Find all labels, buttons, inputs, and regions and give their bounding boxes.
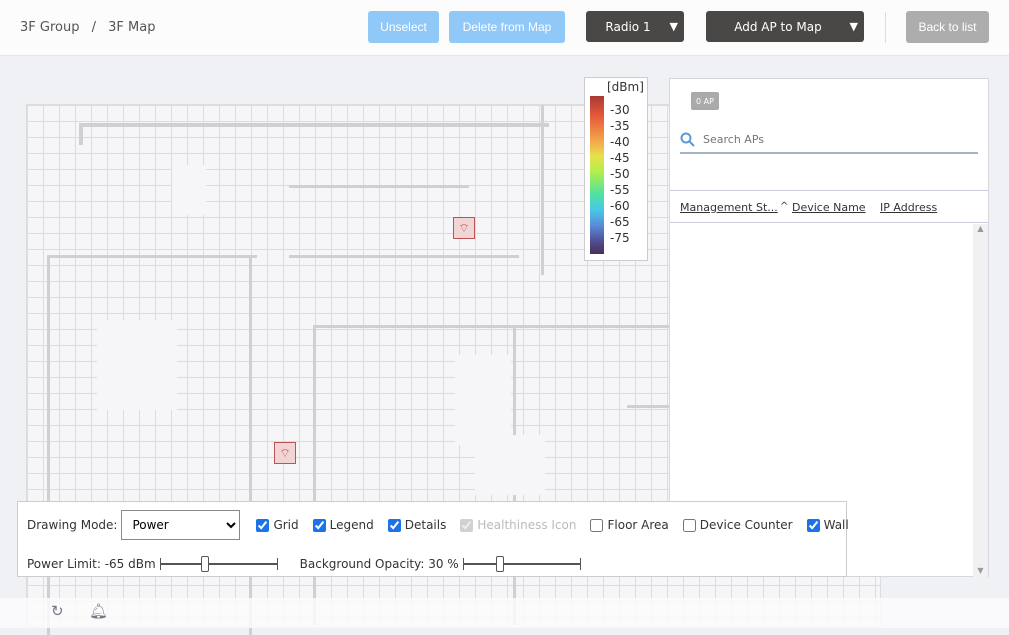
access-point-icon[interactable]: ⌔ bbox=[274, 442, 296, 464]
slider-thumb[interactable] bbox=[201, 556, 210, 572]
breadcrumb: 3F Group / 3F Map bbox=[20, 20, 163, 35]
checkbox-label: Healthiness Icon bbox=[477, 518, 577, 532]
radio-dropdown[interactable]: Radio 1 ▼ bbox=[586, 11, 684, 42]
grid-checkbox-input[interactable] bbox=[256, 518, 270, 532]
scroll-up-icon[interactable]: ▲ bbox=[977, 224, 984, 233]
grid-checkbox[interactable]: Grid bbox=[256, 518, 299, 532]
healthiness-checkbox-input bbox=[460, 518, 474, 532]
power-limit-label: Power Limit: -65 dBm bbox=[27, 557, 156, 571]
legend-tick: -40 bbox=[610, 135, 630, 149]
column-ip-address[interactable]: IP Address bbox=[880, 201, 938, 214]
breadcrumb-map: 3F Map bbox=[108, 20, 156, 35]
unselect-button[interactable]: Unselect bbox=[368, 11, 439, 43]
background-opacity-label: Background Opacity: 30 % bbox=[299, 557, 459, 571]
search-icon bbox=[680, 132, 695, 147]
ap-count-badge: 0 AP bbox=[691, 92, 719, 110]
wall-checkbox[interactable]: Wall bbox=[806, 518, 849, 532]
slider-thumb[interactable] bbox=[495, 556, 504, 572]
add-ap-to-map-dropdown[interactable]: Add AP to Map ▼ bbox=[706, 11, 864, 42]
legend-tick: -65 bbox=[610, 215, 630, 229]
column-device-name[interactable]: Device Name bbox=[792, 201, 866, 214]
legend-checkbox-input[interactable] bbox=[312, 518, 326, 532]
legend-ticks: -30 -35 -40 -45 -50 -55 -60 -65 -75 bbox=[610, 102, 630, 246]
device-counter-checkbox-input[interactable] bbox=[682, 518, 696, 532]
top-bar: 3F Group / 3F Map Unselect Delete from M… bbox=[0, 0, 1009, 56]
scrollbar[interactable]: ▲ ▼ bbox=[973, 224, 988, 577]
legend-tick: -55 bbox=[610, 183, 630, 197]
checkbox-label: Floor Area bbox=[607, 518, 669, 532]
wall-checkbox-input[interactable] bbox=[806, 518, 820, 532]
details-checkbox[interactable]: Details bbox=[387, 518, 447, 532]
add-ap-label: Add AP to Map bbox=[734, 19, 822, 34]
map-controls: Drawing Mode: Power Grid Legend Details … bbox=[17, 501, 849, 577]
breadcrumb-group[interactable]: 3F Group bbox=[20, 20, 80, 35]
legend-checkbox[interactable]: Legend bbox=[312, 518, 374, 532]
legend-tick: -60 bbox=[610, 199, 630, 213]
legend-tick: -35 bbox=[610, 119, 630, 133]
access-point-icon[interactable]: ⌔ bbox=[453, 217, 475, 239]
table-header: Management St... ^ Device Name IP Addres… bbox=[670, 190, 988, 223]
checkbox-label: Wall bbox=[823, 518, 849, 532]
scroll-down-icon[interactable]: ▼ bbox=[977, 566, 984, 575]
legend-tick: -50 bbox=[610, 167, 630, 181]
checkbox-label: Details bbox=[404, 518, 447, 532]
refresh-icon[interactable]: ↻ bbox=[51, 602, 64, 620]
search-box bbox=[680, 127, 978, 154]
legend-tick: -30 bbox=[610, 103, 630, 117]
delete-from-map-button[interactable]: Delete from Map bbox=[449, 11, 565, 43]
legend-unit: [dBm] bbox=[607, 80, 644, 94]
column-management-status[interactable]: Management St... bbox=[680, 201, 778, 214]
legend-color-scale bbox=[590, 96, 604, 254]
signal-legend: [dBm] -30 -35 -40 -45 -50 -55 -60 -65 -7… bbox=[584, 77, 648, 261]
checkbox-label: Grid bbox=[273, 518, 299, 532]
checkbox-label: Legend bbox=[329, 518, 374, 532]
checkbox-label: Device Counter bbox=[699, 518, 793, 532]
sort-ascending-icon: ^ bbox=[780, 201, 789, 212]
search-input[interactable] bbox=[703, 133, 963, 146]
drawing-mode-label: Drawing Mode: bbox=[27, 518, 118, 532]
back-to-list-button[interactable]: Back to list bbox=[906, 11, 989, 43]
background-opacity-slider[interactable] bbox=[462, 556, 581, 572]
caret-down-icon: ▼ bbox=[849, 20, 858, 33]
footer-bar: ↻ 🔔︎ bbox=[0, 598, 1009, 628]
bell-icon[interactable]: 🔔︎ bbox=[89, 602, 109, 620]
floor-area-checkbox[interactable]: Floor Area bbox=[590, 518, 669, 532]
drawing-mode-select[interactable]: Power bbox=[121, 510, 241, 540]
power-limit-slider[interactable] bbox=[159, 556, 278, 572]
details-checkbox-input[interactable] bbox=[387, 518, 401, 532]
device-counter-checkbox[interactable]: Device Counter bbox=[682, 518, 793, 532]
breadcrumb-separator: / bbox=[91, 20, 96, 35]
divider bbox=[885, 12, 886, 43]
healthiness-icon-checkbox: Healthiness Icon bbox=[460, 518, 576, 532]
radio-label: Radio 1 bbox=[605, 19, 651, 34]
floor-area-checkbox-input[interactable] bbox=[590, 518, 604, 532]
ap-list-panel: 0 AP Management St... ^ Device Name IP A… bbox=[669, 78, 989, 577]
legend-tick: -75 bbox=[610, 231, 630, 245]
legend-tick: -45 bbox=[610, 151, 630, 165]
caret-down-icon: ▼ bbox=[669, 20, 678, 33]
